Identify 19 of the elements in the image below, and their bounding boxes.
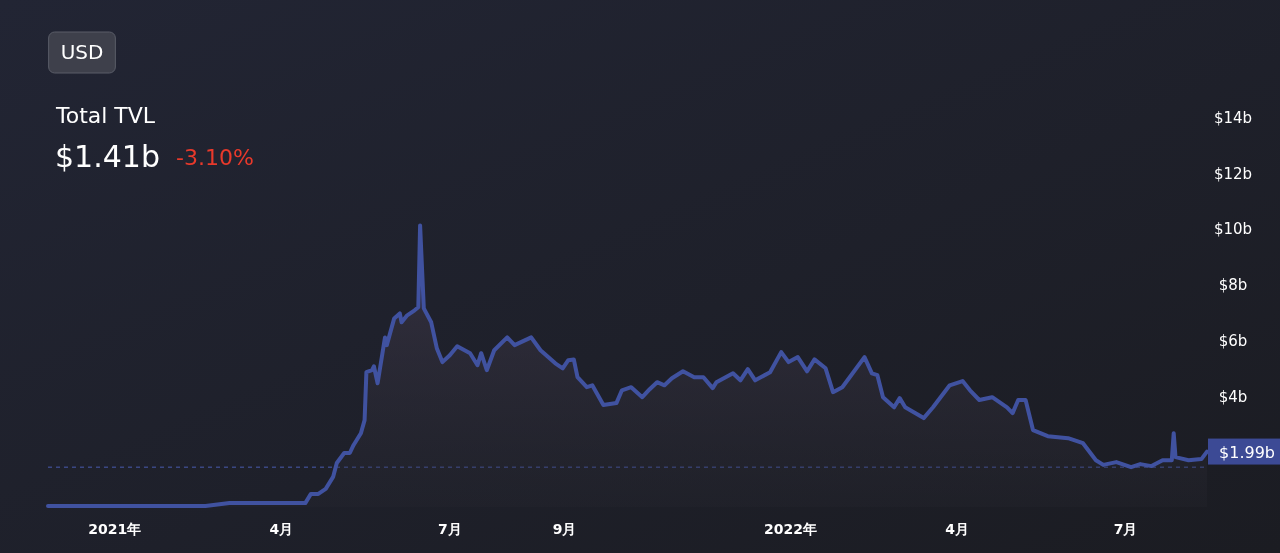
- y-tick-label: $8b: [1218, 276, 1248, 295]
- x-tick-label: 4月: [269, 521, 294, 537]
- text: $1.41b: [55, 139, 160, 174]
- x-tick-label: 2021年: [88, 521, 142, 537]
- annotation: -3.10%: [176, 145, 254, 170]
- button: USD: [48, 31, 116, 74]
- x-tick-label: 7月: [1113, 521, 1138, 537]
- x-tick-label: 4月: [945, 521, 969, 537]
- y-tick-label: $6b: [1218, 331, 1248, 350]
- chart-title: Total TVL: [55, 103, 156, 128]
- annotation: $1.99b: [1219, 442, 1275, 462]
- y-tick-label: $14b: [1213, 109, 1253, 127]
- x-tick-label: 7月: [437, 521, 462, 537]
- y-tick-label: $10b: [1213, 220, 1253, 239]
- y-tick-label: $4b: [1218, 387, 1248, 406]
- price-label: $1.99b: [1208, 438, 1280, 465]
- x-tick-label: 9月: [552, 521, 577, 537]
- y-tick-label: $12b: [1213, 164, 1253, 183]
- x-tick-label: 2022年: [763, 521, 817, 537]
